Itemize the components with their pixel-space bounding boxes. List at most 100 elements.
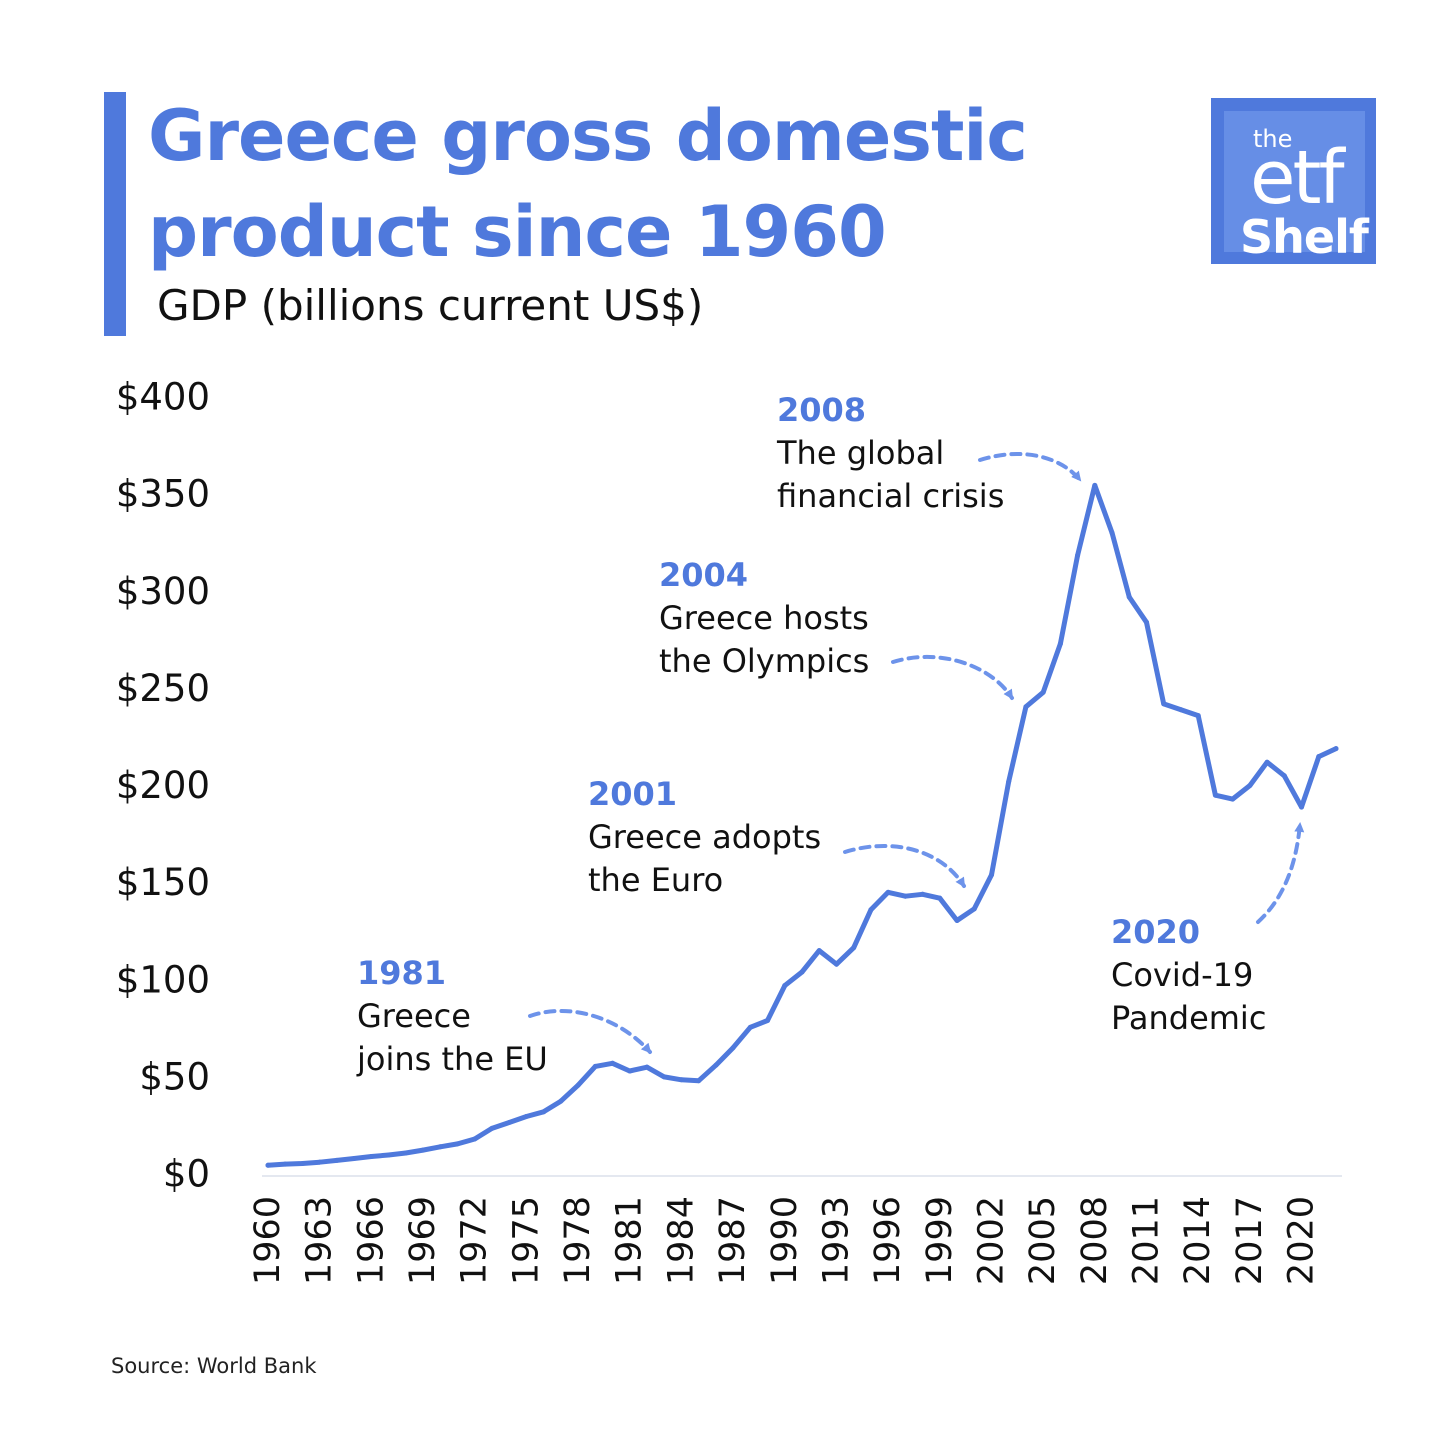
data-point xyxy=(799,969,805,975)
x-tick-label: 1978 xyxy=(558,1196,598,1285)
y-tick-label: $250 xyxy=(116,667,210,710)
data-point xyxy=(971,906,977,912)
data-point xyxy=(1023,704,1029,710)
data-point xyxy=(1247,783,1253,788)
y-tick-label: $400 xyxy=(116,376,210,419)
data-point xyxy=(920,891,926,897)
data-point xyxy=(1333,746,1339,752)
y-tick-label: $300 xyxy=(116,570,210,613)
x-tick-label: 1966 xyxy=(351,1196,391,1285)
x-tick-label: 2017 xyxy=(1230,1196,1270,1285)
x-tick-label: 1972 xyxy=(455,1196,495,1285)
y-tick-label: $200 xyxy=(116,764,210,807)
page-title: Greece gross domestic product since 1960 xyxy=(148,88,1168,280)
source-note: Source: World Bank xyxy=(111,1354,317,1378)
data-point xyxy=(1126,594,1132,600)
data-point xyxy=(851,945,857,951)
x-tick-label: 1993 xyxy=(816,1196,856,1285)
chart-subtitle: GDP (billions current US$) xyxy=(157,281,704,330)
annotation-year: 2001 xyxy=(588,775,677,813)
data-point xyxy=(868,907,874,913)
data-point xyxy=(885,889,891,895)
data-point xyxy=(351,1155,357,1161)
data-point xyxy=(713,1062,719,1068)
annotation-text: joins the EU xyxy=(356,1040,548,1078)
data-point xyxy=(765,1018,771,1024)
data-point xyxy=(265,1162,271,1168)
data-point xyxy=(782,983,788,989)
data-point xyxy=(558,1098,564,1104)
annotation-text: Greece xyxy=(357,997,471,1035)
y-tick-label: $50 xyxy=(139,1055,210,1098)
annotation-year: 2020 xyxy=(1111,913,1200,951)
annotation-2008: 2008 The global financial crisis xyxy=(776,391,1082,515)
x-tick-label: 2011 xyxy=(1127,1196,1167,1285)
data-point xyxy=(696,1078,702,1084)
data-point xyxy=(1230,796,1236,802)
data-point xyxy=(1075,552,1081,558)
data-point xyxy=(1144,619,1150,625)
data-point xyxy=(1092,482,1098,488)
y-tick-label: $350 xyxy=(116,473,210,516)
x-tick-label: 1996 xyxy=(868,1196,908,1285)
y-tick-label: $100 xyxy=(116,958,210,1001)
data-point xyxy=(833,961,839,967)
data-point xyxy=(420,1147,426,1153)
data-point xyxy=(902,893,908,899)
annotation-1981: 1981 Greece joins the EU xyxy=(356,954,652,1078)
logo-word-etf: etf xyxy=(1250,135,1345,221)
logo-inner-panel: the etf Shelf xyxy=(1224,111,1369,263)
annotation-text: the Euro xyxy=(588,861,723,899)
annotation-arrow xyxy=(978,452,1082,482)
annotation-text: the Olympics xyxy=(659,642,869,680)
title-line-1: Greece gross domestic xyxy=(148,95,1028,177)
data-point xyxy=(644,1064,650,1070)
title-line-2: product since 1960 xyxy=(148,191,887,273)
x-tick-label: 1999 xyxy=(920,1196,960,1285)
data-point xyxy=(1178,707,1184,713)
y-tick-label: $150 xyxy=(116,861,210,904)
annotation-year: 1981 xyxy=(357,954,446,992)
logo-word-the: the xyxy=(1253,125,1293,153)
data-point xyxy=(937,895,943,901)
data-point xyxy=(403,1150,409,1156)
series-layer xyxy=(265,482,1339,1168)
annotation-arrow xyxy=(528,1008,652,1054)
data-point xyxy=(661,1074,667,1080)
y-tick-label: $0 xyxy=(163,1153,210,1196)
x-tick-label: 1981 xyxy=(610,1196,650,1285)
data-point xyxy=(747,1024,753,1030)
data-point xyxy=(1161,701,1167,707)
data-point xyxy=(1109,530,1115,536)
annotation-2020: 2020 Covid-19 Pandemic xyxy=(1111,822,1305,1037)
data-point xyxy=(1195,713,1201,719)
x-tick-label: 2008 xyxy=(1075,1196,1115,1285)
annotation-arrow xyxy=(1256,822,1305,924)
x-tick-label: 2005 xyxy=(1023,1196,1063,1285)
etf-shelf-logo: the etf Shelf xyxy=(1211,98,1376,264)
annotation-text: The global xyxy=(776,434,944,472)
data-point xyxy=(299,1161,305,1167)
x-tick-label: 2014 xyxy=(1178,1196,1218,1285)
x-tick-label: 1960 xyxy=(248,1196,288,1285)
annotation-layer: 1981 Greece joins the EU 2001 Greece adopts t… xyxy=(356,391,1305,1078)
x-tick-label: 2020 xyxy=(1282,1196,1322,1285)
data-point xyxy=(386,1152,392,1158)
x-tick-label: 1975 xyxy=(506,1196,546,1285)
x-tick-label: 1963 xyxy=(300,1196,340,1285)
y-axis: $0 $50 $100 $150 $200 $250 $300 $350 $400 xyxy=(116,376,1342,1196)
annotation-text: Greece adopts xyxy=(588,818,821,856)
data-point xyxy=(1264,759,1270,765)
data-point xyxy=(627,1068,633,1074)
annotation-text: Greece hosts xyxy=(659,599,869,637)
data-point xyxy=(1040,689,1046,695)
data-point xyxy=(1212,792,1218,798)
x-tick-label: 1990 xyxy=(765,1196,805,1285)
data-point xyxy=(730,1045,736,1051)
data-point xyxy=(282,1161,288,1167)
annotation-text: Covid-19 xyxy=(1111,956,1253,994)
x-axis: 1960 1963 1966 1969 1972 1975 1978 1981 1984 1987… xyxy=(248,1196,1322,1285)
data-point xyxy=(592,1063,598,1069)
data-point xyxy=(988,872,994,878)
data-point xyxy=(506,1120,512,1126)
